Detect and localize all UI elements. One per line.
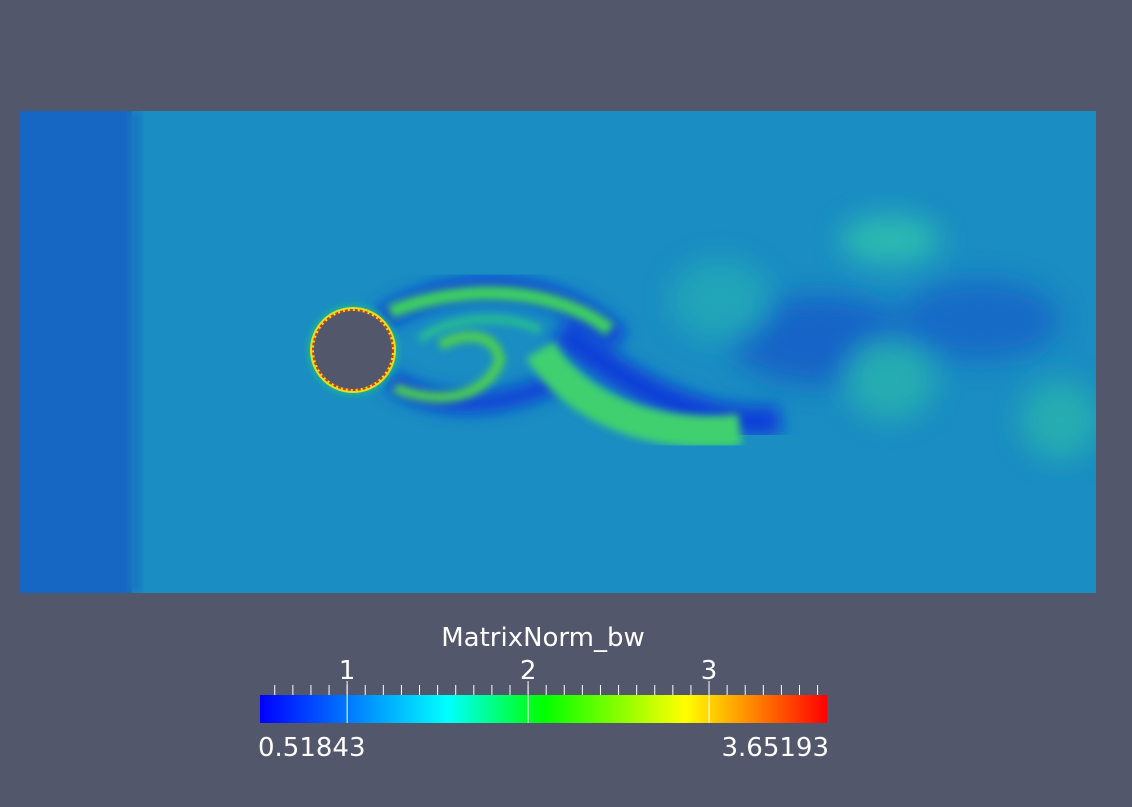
- render-view: MatrixNorm_bw 0.51843 3.65193 1 2 3: [0, 0, 1132, 807]
- tick-label: 1: [339, 656, 356, 686]
- flow-field: [20, 111, 1100, 593]
- tick-label: 3: [701, 656, 718, 686]
- page: MatrixNorm_bw 0.51843 3.65193 123 (() =>…: [0, 0, 1132, 807]
- range-max-label: 3.65193: [721, 733, 829, 763]
- range-min-label: 0.51843: [258, 733, 366, 763]
- colorbar-title: MatrixNorm_bw: [441, 623, 645, 653]
- colorbar: [260, 695, 827, 723]
- tick-label: 2: [520, 656, 537, 686]
